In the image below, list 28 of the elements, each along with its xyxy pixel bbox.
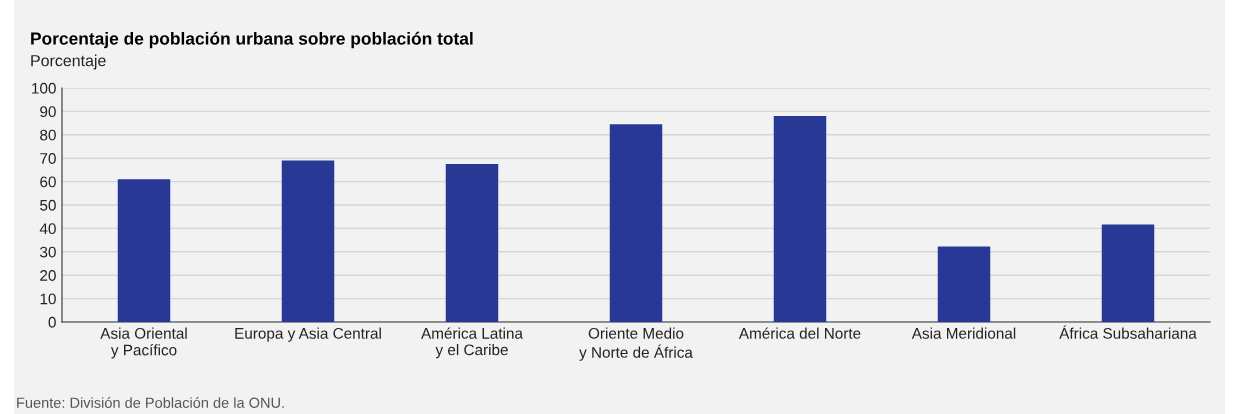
source-note: Fuente: División de Población de la ONU. [17,397,284,408]
y-tick-label: 80 [40,129,56,141]
y-tick-label: 40 [39,223,56,235]
bar [117,179,171,322]
bar [609,124,663,322]
y-tick-label: 20 [40,270,56,281]
bar [937,246,991,322]
y-tick-label: 100 [32,82,56,94]
chart-title: Porcentaje de población urbana sobre población total [31,31,473,49]
y-tick-label: 60 [40,176,56,188]
y-tick-label: 70 [40,153,56,164]
x-tick-label: África Subsahariana [1059,325,1197,339]
y-axis-title: Porcentaje [31,54,106,70]
y-tick-label: 50 [40,199,56,211]
y-tick-label: 0 [48,316,56,328]
x-tick-label: Oriente Medio y Norte de África [579,327,693,361]
bar [445,164,499,322]
x-tick-label: Asia Meridional [911,327,1016,339]
x-tick-label: América Latina y el Caribe [421,327,523,359]
x-tick-label: Asia Oriental y Pacífico [100,327,187,359]
x-tick-label: América del Norte [738,327,861,339]
bar [773,116,827,322]
bar [281,160,335,322]
x-tick-label: Europa y Asia Central [235,327,381,342]
y-tick-label: 10 [40,293,56,305]
y-tick-label: 90 [40,106,56,118]
y-tick-label: 30 [40,246,56,258]
bar [1101,224,1155,322]
